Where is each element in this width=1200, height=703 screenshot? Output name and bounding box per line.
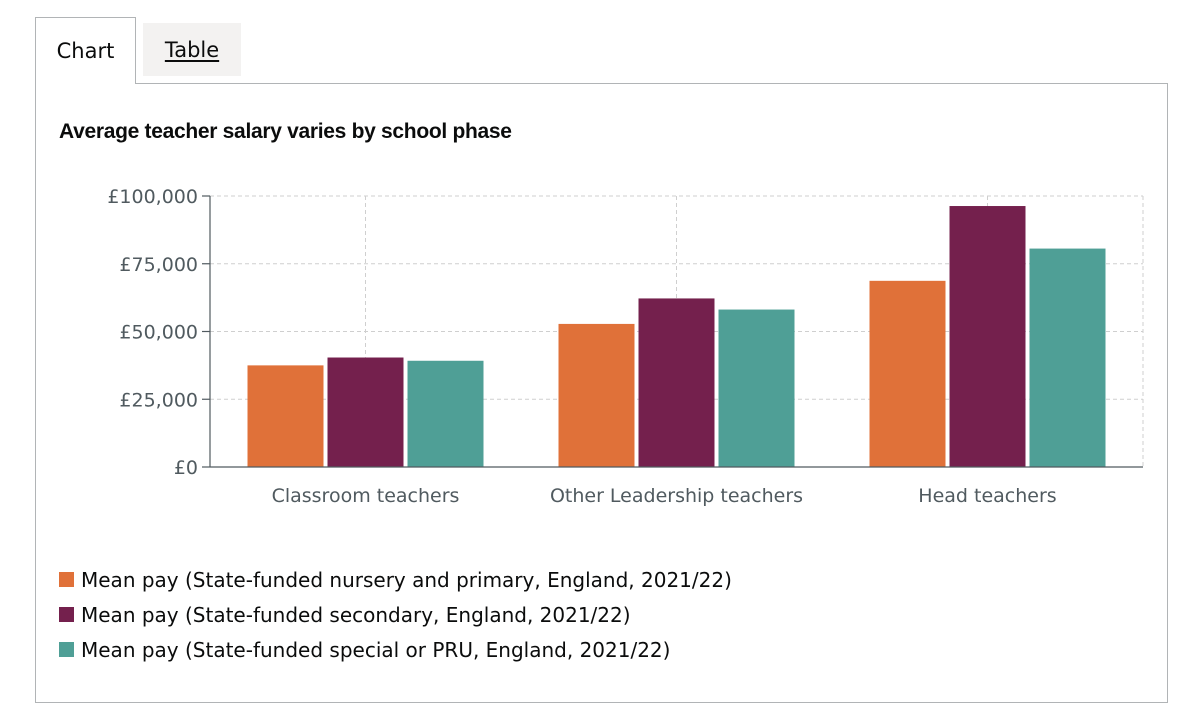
bar (1029, 248, 1106, 467)
tab-chart[interactable]: Chart (35, 17, 136, 84)
bar (247, 365, 324, 467)
y-tick-label: £25,000 (119, 389, 198, 411)
tab-bar: Chart Table (0, 0, 1200, 84)
x-tick-label: Other Leadership teachers (550, 485, 803, 507)
legend-swatch (59, 642, 74, 657)
x-tick-label: Classroom teachers (272, 485, 460, 507)
bar (407, 360, 484, 467)
axes: £0 £25,000 £50,000 £75,000 £100,000 Classroom… (107, 186, 1143, 507)
y-tick-label: £75,000 (119, 254, 198, 276)
bar (327, 357, 404, 467)
bar (869, 280, 946, 467)
bar (718, 309, 795, 467)
legend-label: Mean pay (State-funded special or PRU, E… (81, 637, 671, 662)
bar (949, 206, 1026, 468)
bar (558, 323, 635, 467)
chart-title: Average teacher salary varies by school … (59, 120, 512, 143)
tab-table[interactable]: Table (143, 23, 241, 76)
bar (638, 298, 715, 467)
y-tick-label: £100,000 (107, 186, 198, 208)
legend-swatch (59, 572, 74, 587)
legend-swatch (59, 607, 74, 622)
y-tick-label: £0 (174, 457, 198, 479)
chart-legend: Mean pay (State-funded nursery and prima… (59, 562, 732, 667)
legend-label: Mean pay (State-funded secondary, Englan… (81, 602, 631, 627)
legend-item: Mean pay (State-funded secondary, Englan… (59, 597, 732, 632)
legend-label: Mean pay (State-funded nursery and prima… (81, 567, 732, 592)
x-tick-label: Head teachers (918, 485, 1056, 507)
legend-item: Mean pay (State-funded special or PRU, E… (59, 632, 732, 667)
y-tick-label: £50,000 (119, 322, 198, 344)
legend-item: Mean pay (State-funded nursery and prima… (59, 562, 732, 597)
bars (247, 206, 1106, 468)
